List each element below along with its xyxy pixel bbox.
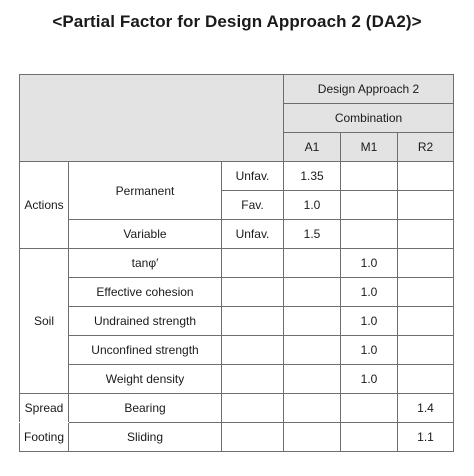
value-cell-m1: 1.0 (340, 248, 398, 278)
value-cell-a1 (283, 306, 341, 336)
value-cell-a1: 1.35 (283, 161, 341, 191)
load-type-cell: Fav. (221, 190, 284, 220)
load-type-cell: Unfav. (221, 161, 284, 191)
value-cell-r2 (397, 364, 454, 394)
load-type-cell (221, 393, 284, 423)
header-blank-cell (19, 74, 284, 162)
value-cell-m1 (340, 190, 398, 220)
row-label-bearing: Bearing (68, 393, 222, 423)
value-cell-a1 (283, 364, 341, 394)
value-cell-r2: 1.1 (397, 422, 454, 452)
column-header-r2: R2 (397, 132, 454, 162)
column-header-m1: M1 (340, 132, 398, 162)
value-cell-a1 (283, 277, 341, 307)
group-label-soil: Soil (19, 248, 69, 394)
combination-header: Combination (283, 103, 454, 133)
page-title: <Partial Factor for Design Approach 2 (D… (52, 12, 422, 31)
value-cell-a1 (283, 422, 341, 452)
load-type-cell (221, 422, 284, 452)
row-label-sliding: Sliding (68, 422, 222, 452)
value-cell-r2 (397, 161, 454, 191)
value-cell-r2 (397, 190, 454, 220)
row-label-undrained-strength: Undrained strength (68, 306, 222, 336)
value-cell-r2 (397, 277, 454, 307)
load-type-cell (221, 335, 284, 365)
row-label-weight-density: Weight density (68, 364, 222, 394)
value-cell-m1 (340, 393, 398, 423)
value-cell-m1: 1.0 (340, 364, 398, 394)
load-type-cell (221, 364, 284, 394)
row-label-unconfined-strength: Unconfined strength (68, 335, 222, 365)
column-header-a1: A1 (283, 132, 341, 162)
design-approach-header: Design Approach 2 (283, 74, 454, 104)
value-cell-a1: 1.0 (283, 190, 341, 220)
load-type-cell (221, 306, 284, 336)
row-label-effective-cohesion: Effective cohesion (68, 277, 222, 307)
value-cell-a1: 1.5 (283, 219, 341, 249)
group-label-footing: Footing (19, 422, 69, 452)
row-label-tan-phi: tanφ′ (68, 248, 222, 278)
value-cell-m1 (340, 219, 398, 249)
value-cell-r2 (397, 248, 454, 278)
value-cell-r2 (397, 219, 454, 249)
row-label-variable: Variable (68, 219, 222, 249)
value-cell-m1: 1.0 (340, 306, 398, 336)
value-cell-m1: 1.0 (340, 335, 398, 365)
value-cell-r2 (397, 335, 454, 365)
partial-factor-table: Design Approach 2 Combination A1 M1 R2 A… (19, 74, 454, 452)
group-label-spread: Spread (19, 393, 69, 423)
value-cell-r2 (397, 306, 454, 336)
value-cell-a1 (283, 393, 341, 423)
value-cell-a1 (283, 248, 341, 278)
value-cell-m1 (340, 422, 398, 452)
load-type-cell: Unfav. (221, 219, 284, 249)
value-cell-m1 (340, 161, 398, 191)
value-cell-r2: 1.4 (397, 393, 454, 423)
value-cell-m1: 1.0 (340, 277, 398, 307)
load-type-cell (221, 248, 284, 278)
load-type-cell (221, 277, 284, 307)
value-cell-a1 (283, 335, 341, 365)
row-label-permanent: Permanent (68, 161, 222, 220)
group-label-actions: Actions (19, 161, 69, 249)
